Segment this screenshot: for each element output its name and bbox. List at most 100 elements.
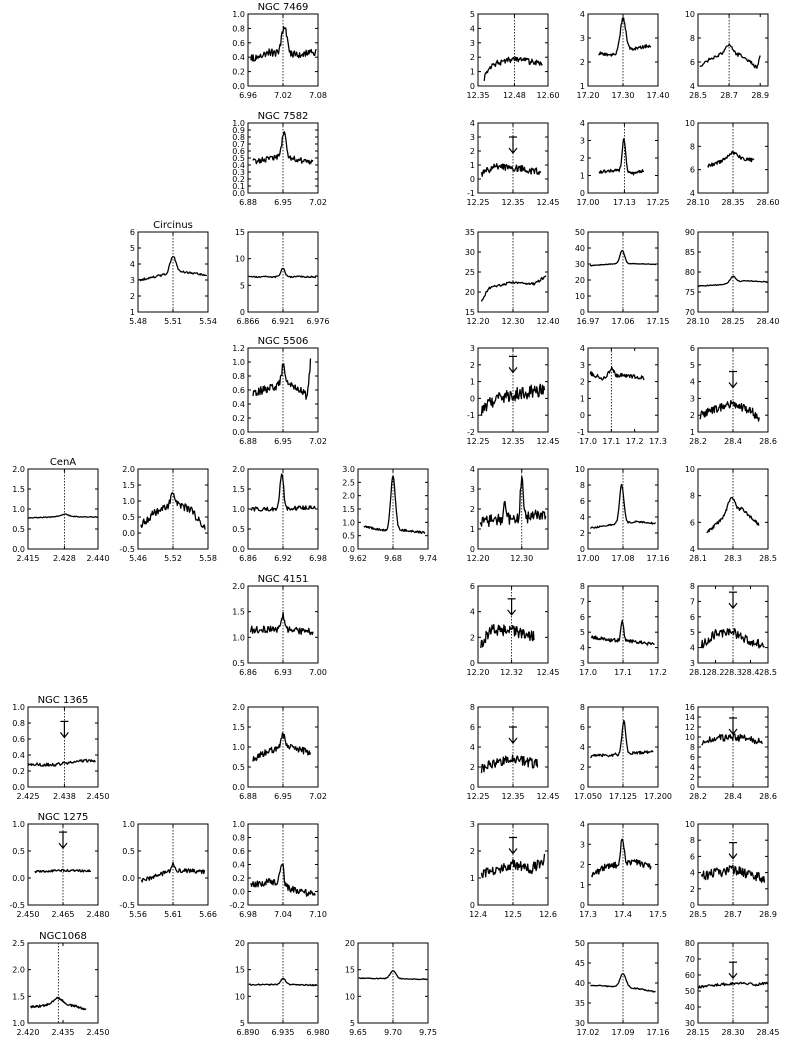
y-tick-label: 0.4 <box>232 400 245 409</box>
x-tick-label: 9.74 <box>419 554 437 563</box>
x-tick-label: 17.3 <box>649 437 667 446</box>
y-tick-label: 50 <box>685 987 695 996</box>
y-tick-label: 1 <box>470 874 475 883</box>
x-tick-label: 7.02 <box>309 437 327 446</box>
y-tick-label: 0.8 <box>232 24 245 33</box>
spectrum-panel-ngc4151-c: 3 4 5 6 7 8 17.0 17.1 17.2 <box>579 582 667 677</box>
x-tick-label: 12.20 <box>467 317 490 326</box>
y-tick-label: 5 <box>690 361 695 370</box>
x-tick-label: 12.40 <box>537 317 560 326</box>
y-tick-label: 0.0 <box>232 783 245 792</box>
spectrum-panel-circinus-d: 0 10 20 30 40 50 16.97 17.06 17.15 <box>575 228 670 326</box>
y-tick-label: 4 <box>690 545 695 554</box>
y-tick-label: 60 <box>685 971 695 980</box>
x-tick-label: 6.935 <box>272 1028 295 1037</box>
y-tick-label: 0.9 <box>232 126 245 135</box>
spectrum-trace <box>358 970 428 981</box>
y-tick-label: 8 <box>580 481 585 490</box>
y-tick-label: 2.0 <box>342 492 355 501</box>
y-tick-label: 8 <box>690 582 695 591</box>
y-tick-label: 0 <box>580 901 585 910</box>
y-tick-label: 2.0 <box>232 465 245 474</box>
spectrum-trace <box>248 977 318 987</box>
panel-frame <box>697 13 769 87</box>
x-tick-label: 28.35 <box>722 198 745 207</box>
y-tick-label: 10 <box>685 733 695 742</box>
y-tick-label: 6 <box>690 166 695 175</box>
y-tick-label: 3 <box>580 137 585 146</box>
spectrum-trace <box>250 863 316 897</box>
y-tick-label: 6 <box>690 58 695 67</box>
y-tick-label: 20 <box>235 939 245 948</box>
y-tick-label: 4 <box>690 644 695 653</box>
x-tick-label: 28.6 <box>759 792 777 801</box>
y-tick-label: 0.5 <box>12 847 25 856</box>
y-tick-label: 1.5 <box>12 485 25 494</box>
y-tick-label: 0.0 <box>232 428 245 437</box>
y-tick-label: 0.0 <box>232 545 245 554</box>
x-tick-label: 6.88 <box>239 437 257 446</box>
upper-limit-arrow-icon <box>728 728 738 735</box>
x-tick-label: 12.45 <box>537 437 560 446</box>
y-tick-label: 2.0 <box>232 703 245 712</box>
x-tick-label: 12.25 <box>467 198 490 207</box>
y-tick-label: 2.0 <box>12 966 25 975</box>
y-tick-label: 40 <box>575 979 585 988</box>
x-tick-label: 28.4 <box>724 437 742 446</box>
y-tick-label: 4 <box>690 869 695 878</box>
y-tick-label: 1.0 <box>232 743 245 752</box>
spectrum-trace <box>699 43 761 69</box>
y-tick-label: 0 <box>580 308 585 317</box>
y-tick-label: 0 <box>690 783 695 792</box>
spectrum-trace <box>34 868 92 874</box>
y-tick-label: 5 <box>350 1019 355 1028</box>
y-tick-label: 2 <box>580 529 585 538</box>
x-tick-label: 17.4 <box>614 910 632 919</box>
y-tick-label: 0 <box>580 189 585 198</box>
x-tick-label: 28.2 <box>707 668 725 677</box>
x-tick-label: 7.10 <box>309 910 327 919</box>
y-tick-label: 0.2 <box>232 175 245 184</box>
x-tick-label: 17.09 <box>612 1028 635 1037</box>
x-tick-label: 12.35 <box>467 91 490 100</box>
y-tick-label: 1 <box>580 172 585 181</box>
spectrum-panel-ngc1068-a: NGC1068 1.0 1.5 2.0 2.5 2.420 2.435 2.450 <box>12 931 109 1037</box>
panel-frame <box>477 585 549 664</box>
spectrum-trace <box>697 981 769 989</box>
y-tick-label: 3 <box>470 485 475 494</box>
y-tick-label: 8 <box>690 743 695 752</box>
x-tick-label: 17.00 <box>577 198 600 207</box>
y-tick-label: 4 <box>690 763 695 772</box>
x-tick-label: 28.3 <box>724 554 742 563</box>
x-tick-label: 2.428 <box>53 554 76 563</box>
x-tick-label: 12.35 <box>502 792 525 801</box>
y-tick-label: 1 <box>470 68 475 77</box>
y-tick-label: 70 <box>685 308 695 317</box>
spectrum-trace <box>699 399 760 422</box>
x-tick-label: 6.88 <box>239 198 257 207</box>
x-tick-label: 12.20 <box>467 668 490 677</box>
spectrum-trace <box>139 256 207 282</box>
y-tick-label: 0 <box>470 175 475 184</box>
x-tick-label: 6.980 <box>307 1028 330 1037</box>
y-tick-label: 0.2 <box>232 414 245 423</box>
panel-title: NGC 7582 <box>258 111 309 122</box>
x-tick-label: 28.9 <box>759 910 777 919</box>
y-tick-label: 10 <box>235 992 245 1001</box>
y-tick-label: 0 <box>470 901 475 910</box>
y-tick-label: 1.0 <box>122 820 135 829</box>
panel-frame <box>247 585 319 664</box>
y-tick-label: 3 <box>580 659 585 668</box>
spectrum-panel-ngc1365-a: NGC 1365 0.0 0.2 0.4 0.6 0.8 1.0 2.425 2.438 2.45… <box>12 695 109 801</box>
spectrum-trace <box>27 513 99 519</box>
x-tick-label: 2.435 <box>52 1028 75 1037</box>
y-tick-label: 25 <box>465 268 475 277</box>
x-tick-label: 28.25 <box>722 317 745 326</box>
x-tick-label: 5.54 <box>199 317 217 326</box>
x-tick-label: 9.68 <box>384 554 402 563</box>
panel-frame <box>27 942 99 1024</box>
y-tick-label: 0.1 <box>232 182 245 191</box>
y-tick-label: 10 <box>345 992 355 1001</box>
y-tick-label: 0.2 <box>232 68 245 77</box>
x-tick-label: 16.97 <box>577 317 600 326</box>
